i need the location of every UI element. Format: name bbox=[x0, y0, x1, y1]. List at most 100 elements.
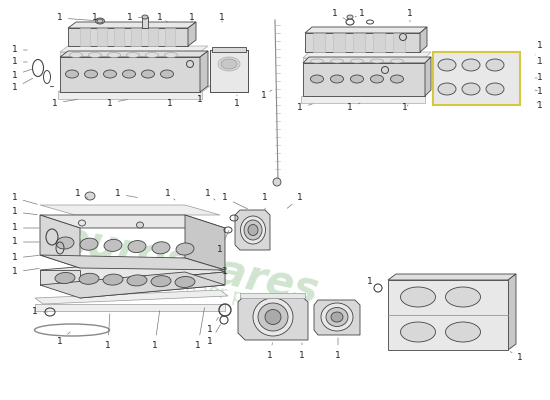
Text: 1: 1 bbox=[287, 194, 303, 208]
Ellipse shape bbox=[96, 18, 104, 24]
Text: 1: 1 bbox=[189, 14, 195, 22]
Ellipse shape bbox=[152, 242, 170, 254]
Text: 1: 1 bbox=[217, 230, 229, 254]
Ellipse shape bbox=[253, 298, 293, 336]
Text: 1: 1 bbox=[57, 332, 70, 346]
Polygon shape bbox=[131, 28, 141, 46]
Text: 1: 1 bbox=[197, 95, 203, 104]
Text: 1: 1 bbox=[222, 268, 228, 276]
Ellipse shape bbox=[462, 83, 480, 95]
Polygon shape bbox=[40, 215, 225, 228]
Ellipse shape bbox=[104, 239, 122, 252]
Bar bbox=[301, 96, 425, 103]
Ellipse shape bbox=[126, 52, 140, 58]
Polygon shape bbox=[303, 57, 431, 63]
Ellipse shape bbox=[273, 178, 281, 186]
Text: 1: 1 bbox=[12, 69, 32, 80]
Polygon shape bbox=[35, 290, 228, 304]
Polygon shape bbox=[333, 33, 345, 52]
Ellipse shape bbox=[85, 70, 97, 78]
Polygon shape bbox=[40, 272, 225, 298]
Polygon shape bbox=[58, 86, 210, 92]
Polygon shape bbox=[373, 33, 385, 52]
Polygon shape bbox=[303, 63, 425, 96]
Ellipse shape bbox=[462, 59, 480, 71]
Ellipse shape bbox=[371, 75, 383, 83]
Text: 1: 1 bbox=[222, 194, 248, 209]
Polygon shape bbox=[185, 215, 225, 270]
Text: 1: 1 bbox=[12, 46, 28, 54]
Ellipse shape bbox=[311, 75, 323, 83]
Ellipse shape bbox=[244, 220, 262, 240]
Ellipse shape bbox=[331, 59, 344, 63]
Ellipse shape bbox=[103, 274, 123, 285]
Ellipse shape bbox=[311, 59, 323, 63]
Ellipse shape bbox=[56, 237, 74, 249]
Text: 1: 1 bbox=[152, 311, 160, 350]
Text: eurospares: eurospares bbox=[57, 217, 323, 313]
Ellipse shape bbox=[486, 83, 504, 95]
Polygon shape bbox=[210, 50, 248, 92]
Ellipse shape bbox=[103, 70, 117, 78]
Polygon shape bbox=[68, 22, 196, 28]
Ellipse shape bbox=[258, 303, 288, 331]
Text: 1: 1 bbox=[75, 190, 88, 198]
Polygon shape bbox=[40, 205, 220, 215]
Ellipse shape bbox=[123, 70, 135, 78]
Bar bbox=[35, 304, 225, 311]
Ellipse shape bbox=[438, 83, 456, 95]
Polygon shape bbox=[148, 28, 158, 46]
Text: 1: 1 bbox=[107, 98, 127, 108]
Ellipse shape bbox=[446, 322, 481, 342]
Ellipse shape bbox=[79, 273, 99, 284]
Ellipse shape bbox=[486, 59, 504, 71]
Polygon shape bbox=[60, 57, 200, 92]
Bar bbox=[433, 52, 520, 105]
Text: a passion for parts: a passion for parts bbox=[111, 262, 279, 314]
Ellipse shape bbox=[141, 70, 155, 78]
Ellipse shape bbox=[146, 52, 158, 58]
Ellipse shape bbox=[350, 59, 364, 63]
Text: 1: 1 bbox=[355, 8, 365, 18]
Ellipse shape bbox=[127, 275, 147, 286]
Ellipse shape bbox=[371, 59, 383, 63]
Text: 1: 1 bbox=[267, 343, 273, 360]
Polygon shape bbox=[40, 215, 80, 268]
Polygon shape bbox=[165, 28, 175, 46]
Polygon shape bbox=[97, 28, 107, 46]
Polygon shape bbox=[508, 274, 516, 350]
Ellipse shape bbox=[107, 52, 120, 58]
Ellipse shape bbox=[176, 243, 194, 255]
Text: 1: 1 bbox=[12, 254, 39, 262]
Ellipse shape bbox=[85, 192, 95, 200]
Text: 1: 1 bbox=[335, 338, 341, 360]
Ellipse shape bbox=[390, 75, 404, 83]
Ellipse shape bbox=[240, 216, 266, 244]
Polygon shape bbox=[80, 272, 225, 298]
Polygon shape bbox=[40, 255, 225, 270]
Polygon shape bbox=[305, 33, 420, 52]
Ellipse shape bbox=[265, 310, 281, 324]
Polygon shape bbox=[200, 51, 208, 92]
Text: 1: 1 bbox=[535, 88, 543, 96]
Ellipse shape bbox=[221, 59, 237, 69]
Text: 1: 1 bbox=[537, 58, 543, 66]
Text: 1: 1 bbox=[219, 14, 225, 22]
Polygon shape bbox=[388, 274, 516, 280]
Text: 1: 1 bbox=[12, 268, 39, 276]
Ellipse shape bbox=[350, 75, 364, 83]
Polygon shape bbox=[433, 52, 520, 105]
Ellipse shape bbox=[136, 222, 144, 228]
Ellipse shape bbox=[151, 276, 171, 287]
Text: 1: 1 bbox=[234, 95, 240, 108]
Polygon shape bbox=[60, 51, 208, 57]
Text: 1: 1 bbox=[92, 14, 98, 22]
Polygon shape bbox=[40, 258, 225, 285]
Text: 1: 1 bbox=[105, 314, 111, 350]
Ellipse shape bbox=[161, 70, 173, 78]
Text: 1: 1 bbox=[12, 224, 39, 232]
Polygon shape bbox=[353, 33, 365, 52]
Bar bbox=[60, 52, 200, 57]
Ellipse shape bbox=[331, 75, 344, 83]
Polygon shape bbox=[188, 22, 196, 46]
